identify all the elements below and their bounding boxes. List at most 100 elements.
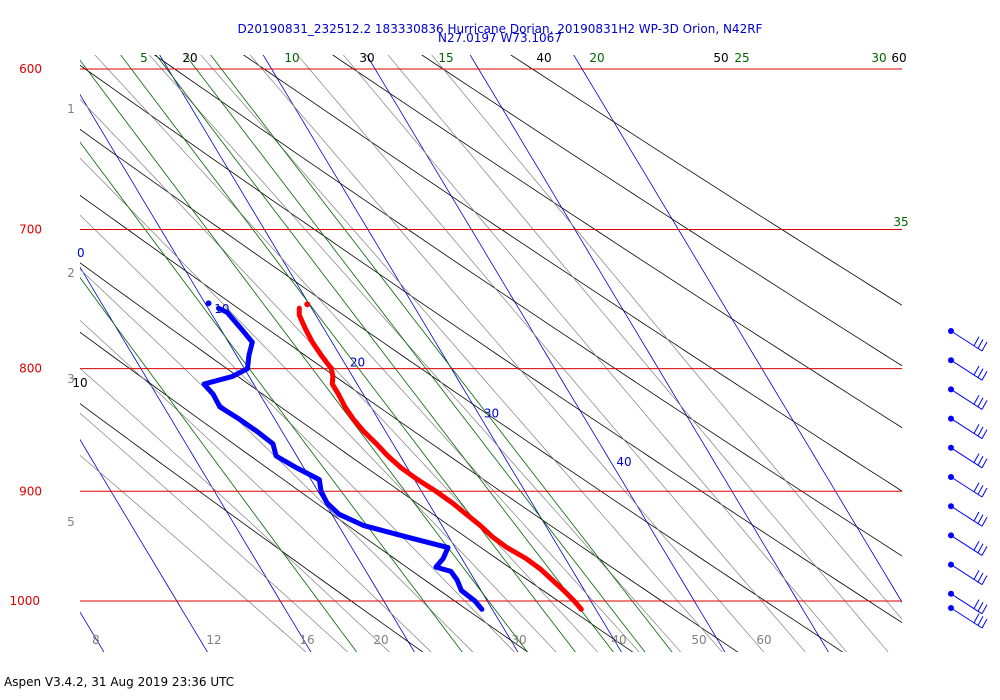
moist-adiabat-line — [200, 55, 723, 652]
wind-barb-feather — [977, 601, 984, 612]
wind-barb-feather — [977, 426, 984, 437]
wind-barb-feather — [973, 336, 980, 347]
wind-barb-feather — [981, 546, 988, 556]
wind-barb-feather — [973, 453, 980, 463]
mixing-ratio-line — [80, 59, 528, 652]
dry-adiabat-line — [80, 403, 424, 652]
wind-barbs — [948, 328, 988, 629]
moist-adiabat-line — [80, 157, 557, 652]
wind-barb — [948, 590, 988, 615]
mixing-ratio-line — [80, 141, 463, 652]
moist-adiabat-line — [80, 98, 599, 652]
dry-adiabat-line — [332, 55, 902, 429]
wind-barb-feather — [981, 618, 988, 629]
wind-barb-staff — [950, 607, 983, 629]
wind-barb-feather — [981, 458, 988, 469]
wind-barb-feather — [977, 397, 984, 408]
wind-barb-feather — [981, 429, 988, 439]
wind-barb — [948, 357, 988, 381]
wind-barb-feather — [981, 341, 988, 352]
height-label: 2 — [67, 266, 75, 280]
moist-adiabat-label: 16 — [299, 633, 314, 647]
dry-adiabat-line — [421, 55, 902, 367]
mixing-ratio-label: 10 — [284, 51, 299, 65]
temperature-profile — [296, 305, 584, 612]
moist-adiabat-label: 20 — [373, 633, 388, 647]
dry-adiabat-line — [153, 55, 902, 557]
pressure-tick-label: 1000 — [9, 594, 40, 608]
isotherm-line — [0, 34, 6, 662]
mixing-ratio-line — [185, 55, 646, 652]
isotherm-line — [80, 266, 312, 652]
height-label: 3 — [67, 372, 75, 386]
moist-adiabat-line — [80, 367, 390, 652]
dry-adiabat-label: 10 — [72, 376, 87, 390]
dry-adiabat-line — [80, 331, 529, 652]
moist-adiabat-line — [249, 55, 765, 652]
isotherm-label: 40 — [616, 455, 631, 469]
moist-adiabat-label: 60 — [756, 633, 771, 647]
footer-version: Aspen V3.4.2, 31 Aug 2019 23:36 UTC — [4, 675, 234, 689]
wind-barb-staff — [950, 593, 983, 615]
mixing-ratio-label: 30 — [871, 51, 886, 65]
moist-adiabat-line — [94, 55, 640, 652]
moist-adiabat-line — [80, 319, 432, 652]
moist-adiabat-line — [342, 55, 848, 652]
wind-barb-feather — [973, 570, 980, 580]
isotherm-line — [80, 611, 105, 652]
dry-adiabat-label: 30 — [359, 51, 374, 65]
chart-labels: -20-100102030405101520253035102030405060… — [67, 51, 908, 647]
mixing-ratio-line — [155, 55, 614, 652]
wind-barb-feather — [981, 370, 988, 381]
wind-barb-feather — [981, 487, 988, 498]
moist-adiabat-label: 40 — [611, 633, 626, 647]
mixing-ratio-label: 25 — [734, 51, 749, 65]
wind-barb-feather — [977, 368, 984, 378]
moist-adiabat-label: 12 — [206, 633, 221, 647]
wind-barb-feather — [977, 455, 984, 466]
dry-adiabat-label: 20 — [182, 51, 197, 65]
isotherm-line — [262, 55, 622, 652]
dry-adiabat-line — [80, 128, 844, 652]
dry-adiabat-label: 40 — [536, 51, 551, 65]
wind-barb-staff — [950, 418, 983, 440]
moist-adiabat-line — [148, 55, 682, 652]
wind-barb — [948, 532, 988, 556]
wind-barb — [948, 561, 988, 586]
isotherm-label: 10 — [214, 302, 229, 316]
sounding-profiles — [201, 300, 584, 612]
pressure-tick-label: 600 — [19, 62, 42, 76]
isotherm-line — [469, 55, 829, 652]
pressure-tick-label: 800 — [19, 362, 42, 376]
moist-adiabat-line — [80, 214, 515, 652]
moist-adiabat-label: 8 — [92, 633, 100, 647]
wind-barb — [948, 444, 988, 469]
wind-barb-feather — [973, 365, 980, 376]
wind-barb-feather — [981, 604, 988, 615]
wind-barb — [948, 503, 988, 527]
moist-adiabat-line — [431, 55, 902, 620]
dry-adiabat-line — [80, 64, 902, 624]
height-label: 1 — [67, 102, 75, 116]
mixing-ratio-label: 15 — [438, 51, 453, 65]
moist-adiabat-label: 30 — [511, 633, 526, 647]
chart-subtitle: N27.0197 W73.1067 — [438, 31, 562, 45]
wind-barb — [948, 328, 988, 352]
mixing-ratio-line — [210, 55, 673, 652]
isotherm-label: 0 — [77, 246, 85, 260]
isotherm-line — [573, 55, 902, 603]
wind-barb-staff — [950, 447, 983, 469]
wind-barb-staff — [950, 359, 983, 381]
wind-barb-feather — [977, 543, 984, 554]
moist-adiabat-label: 50 — [691, 633, 706, 647]
wind-barb-feather — [977, 514, 984, 524]
wind-barb-staff — [950, 330, 983, 352]
wind-barb-feather — [977, 339, 984, 349]
isotherm-line — [366, 55, 726, 652]
isotherm-line — [159, 55, 519, 652]
temperature-start-point — [304, 301, 311, 308]
isotherm-label: 30 — [484, 406, 499, 420]
wind-barb — [948, 386, 988, 410]
chart-title: D20190831_232512.2 183330836 Hurricane D… — [238, 22, 763, 36]
